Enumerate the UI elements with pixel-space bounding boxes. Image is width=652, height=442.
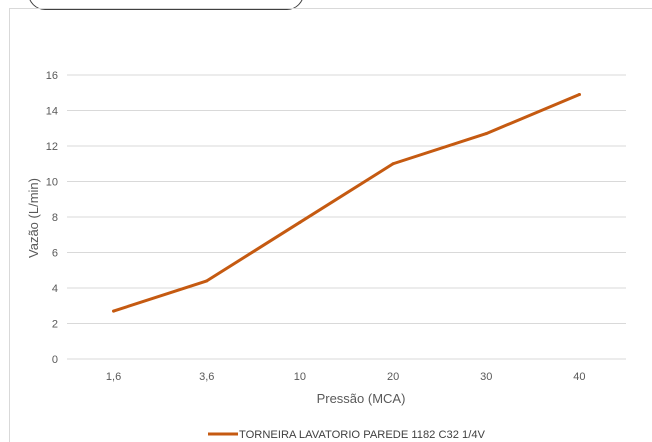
y-tick-label: 8: [52, 212, 58, 224]
x-tick-label: 20: [387, 371, 399, 383]
x-tick-label: 40: [573, 371, 585, 383]
chart-frame-left-border: [9, 8, 10, 442]
y-tick-label: 2: [52, 319, 58, 331]
data-point: [484, 132, 488, 136]
chart-frame-top-border: [9, 8, 652, 9]
y-tick-label: 0: [52, 354, 58, 366]
x-tick-label: 1,6: [106, 371, 121, 383]
gridlines: [67, 74, 626, 360]
series-layer: [112, 93, 581, 313]
x-tick-labels: 1,6 3,6 10 20 30 40: [106, 371, 586, 383]
y-tick-label: 6: [52, 248, 58, 260]
y-tick-label: 12: [46, 141, 58, 153]
x-tick-label: 30: [480, 371, 492, 383]
y-tick-label: 10: [46, 177, 58, 189]
y-tick-label: 4: [52, 283, 58, 295]
data-point: [112, 309, 116, 313]
data-point: [577, 93, 581, 97]
y-tick-label: 16: [46, 70, 58, 82]
legend: TORNEIRA LAVATORIO PAREDE 1182 C32 1/4V: [208, 429, 486, 441]
x-axis-label: Pressão (MCA): [317, 391, 406, 406]
data-point: [391, 162, 395, 166]
data-point: [205, 279, 209, 283]
y-tick-labels: 0 2 4 6 8 10 12 14 16: [46, 70, 58, 366]
y-axis-label: Vazão (L/min): [26, 178, 41, 258]
x-tick-label: 3,6: [199, 371, 214, 383]
data-point: [298, 220, 302, 224]
legend-entry-label: TORNEIRA LAVATORIO PAREDE 1182 C32 1/4V: [239, 429, 486, 441]
y-tick-label: 14: [46, 106, 58, 118]
series-line: [112, 93, 581, 313]
x-tick-label: 10: [294, 371, 306, 383]
